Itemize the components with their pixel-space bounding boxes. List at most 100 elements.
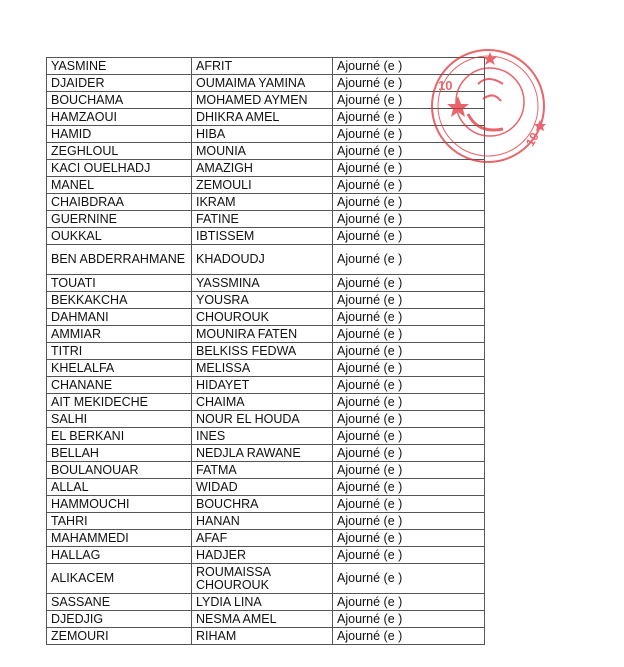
last-name-cell: HAMMOUCHI <box>46 495 192 513</box>
last-name-cell: GUERNINE <box>46 210 192 228</box>
table-row: BOULANOUAR FATMA Ajourné (e ) <box>46 461 485 479</box>
status-cell: Ajourné (e ) <box>332 593 485 611</box>
table-row: AMMIAR MOUNIRA FATEN Ajourné (e ) <box>46 325 485 343</box>
table-row: EL BERKANI INES Ajourné (e ) <box>46 427 485 445</box>
table-row: HAMMOUCHI BOUCHRA Ajourné (e ) <box>46 495 485 513</box>
last-name-cell: YASMINE <box>46 57 192 75</box>
table-row: MANEL ZEMOULI Ajourné (e ) <box>46 176 485 194</box>
table-row: ALLAL WIDAD Ajourné (e ) <box>46 478 485 496</box>
last-name-cell: HAMID <box>46 125 192 143</box>
first-name-cell: AMAZIGH <box>191 159 333 177</box>
last-name-cell: ZEGHLOUL <box>46 142 192 160</box>
first-name-cell: RIHAM <box>191 627 333 645</box>
last-name-cell: TITRI <box>46 342 192 360</box>
last-name-cell: MANEL <box>46 176 192 194</box>
status-cell: Ajourné (e ) <box>332 461 485 479</box>
status-cell: Ajourné (e ) <box>332 627 485 645</box>
status-cell: Ajourné (e ) <box>332 244 485 275</box>
first-name-cell: MELISSA <box>191 359 333 377</box>
table-row: CHANANE HIDAYET Ajourné (e ) <box>46 376 485 394</box>
first-name-cell: LYDIA LINA <box>191 593 333 611</box>
first-name-cell: WIDAD <box>191 478 333 496</box>
status-cell: Ajourné (e ) <box>332 125 485 143</box>
last-name-cell: CHAIBDRAA <box>46 193 192 211</box>
stamp-number: 10 <box>523 130 542 149</box>
table-row: YASMINE AFRIT Ajourné (e ) <box>46 57 485 75</box>
first-name-cell: MOUNIRA FATEN <box>191 325 333 343</box>
first-name-cell: HANAN <box>191 512 333 530</box>
official-stamp: 10 10 <box>431 49 546 163</box>
table-row: TITRI BELKISS FEDWA Ajourné (e ) <box>46 342 485 360</box>
first-name-cell: NESMA AMEL <box>191 610 333 628</box>
first-name-cell: HIDAYET <box>191 376 333 394</box>
status-cell: Ajourné (e ) <box>332 444 485 462</box>
first-name-cell: MOHAMED AYMEN <box>191 91 333 109</box>
status-cell: Ajourné (e ) <box>332 512 485 530</box>
last-name-cell: TAHRI <box>46 512 192 530</box>
status-cell: Ajourné (e ) <box>332 546 485 564</box>
table-row: HAMID HIBA Ajourné (e ) <box>46 125 485 143</box>
last-name-cell: KACI OUELHADJ <box>46 159 192 177</box>
last-name-cell: HAMZAOUI <box>46 108 192 126</box>
status-cell: Ajourné (e ) <box>332 274 485 292</box>
status-cell: Ajourné (e ) <box>332 478 485 496</box>
first-name-cell: DHIKRA AMEL <box>191 108 333 126</box>
last-name-cell: ZEMOURI <box>46 627 192 645</box>
table-row: OUKKAL IBTISSEM Ajourné (e ) <box>46 227 485 245</box>
status-cell: Ajourné (e ) <box>332 529 485 547</box>
first-name-cell: BELKISS FEDWA <box>191 342 333 360</box>
last-name-cell: BEN ABDERRAHMANE <box>46 244 192 275</box>
table-row: SALHI NOUR EL HOUDA Ajourné (e ) <box>46 410 485 428</box>
table-row: DJAIDER OUMAIMA YAMINA Ajourné (e ) <box>46 74 485 92</box>
first-name-cell: ROUMAISSA CHOUROUK <box>191 563 333 594</box>
last-name-cell: AMMIAR <box>46 325 192 343</box>
table-row: KHELALFA MELISSA Ajourné (e ) <box>46 359 485 377</box>
last-name-cell: HALLAG <box>46 546 192 564</box>
first-name-cell: AFAF <box>191 529 333 547</box>
table-row: ALIKACEM ROUMAISSA CHOUROUK Ajourné (e ) <box>46 563 485 594</box>
table-row: MAHAMMEDI AFAF Ajourné (e ) <box>46 529 485 547</box>
last-name-cell: BOUCHAMA <box>46 91 192 109</box>
table-row: TAHRI HANAN Ajourné (e ) <box>46 512 485 530</box>
table-row: DJEDJIG NESMA AMEL Ajourné (e ) <box>46 610 485 628</box>
first-name-cell: ZEMOULI <box>191 176 333 194</box>
status-cell: Ajourné (e ) <box>332 563 485 594</box>
first-name-cell: INES <box>191 427 333 445</box>
last-name-cell: KHELALFA <box>46 359 192 377</box>
last-name-cell: BOULANOUAR <box>46 461 192 479</box>
last-name-cell: OUKKAL <box>46 227 192 245</box>
status-cell: Ajourné (e ) <box>332 210 485 228</box>
first-name-cell: CHAIMA <box>191 393 333 411</box>
last-name-cell: TOUATI <box>46 274 192 292</box>
table-row: GUERNINE FATINE Ajourné (e ) <box>46 210 485 228</box>
first-name-cell: YASSMINA <box>191 274 333 292</box>
last-name-cell: ALLAL <box>46 478 192 496</box>
status-cell: Ajourné (e ) <box>332 376 485 394</box>
first-name-cell: MOUNIA <box>191 142 333 160</box>
status-cell: Ajourné (e ) <box>332 359 485 377</box>
status-cell: Ajourné (e ) <box>332 393 485 411</box>
last-name-cell: AIT MEKIDECHE <box>46 393 192 411</box>
status-cell: Ajourné (e ) <box>332 227 485 245</box>
status-cell: Ajourné (e ) <box>332 176 485 194</box>
table-row: DAHMANI CHOUROUK Ajourné (e ) <box>46 308 485 326</box>
first-name-cell: HADJER <box>191 546 333 564</box>
last-name-cell: CHANANE <box>46 376 192 394</box>
status-cell: Ajourné (e ) <box>332 495 485 513</box>
results-table: YASMINE AFRIT Ajourné (e ) DJAIDER OUMAIMA Y… <box>46 57 485 645</box>
last-name-cell: BELLAH <box>46 444 192 462</box>
table-row: BEN ABDERRAHMANE KHADOUDJ Ajourné (e ) <box>46 244 485 275</box>
table-row: BEKKAKCHA YOUSRA Ajourné (e ) <box>46 291 485 309</box>
last-name-cell: EL BERKANI <box>46 427 192 445</box>
last-name-cell: SASSANE <box>46 593 192 611</box>
last-name-cell: BEKKAKCHA <box>46 291 192 309</box>
first-name-cell: HIBA <box>191 125 333 143</box>
first-name-cell: NEDJLA RAWANE <box>191 444 333 462</box>
first-name-cell: NOUR EL HOUDA <box>191 410 333 428</box>
status-cell: Ajourné (e ) <box>332 193 485 211</box>
first-name-cell: IKRAM <box>191 193 333 211</box>
status-cell: Ajourné (e ) <box>332 427 485 445</box>
status-cell: Ajourné (e ) <box>332 410 485 428</box>
table-row: KACI OUELHADJ AMAZIGH Ajourné (e ) <box>46 159 485 177</box>
table-row: AIT MEKIDECHE CHAIMA Ajourné (e ) <box>46 393 485 411</box>
